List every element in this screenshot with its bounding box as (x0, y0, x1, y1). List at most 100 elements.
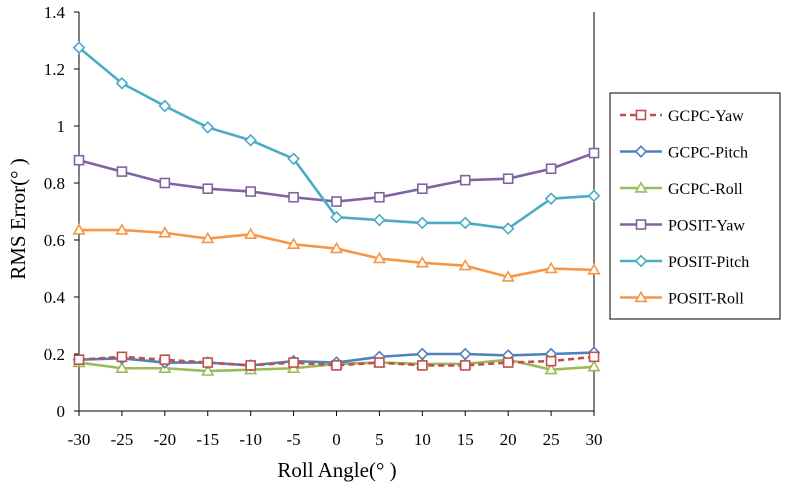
data-point-posit-roll (458, 258, 472, 271)
data-point-gcpc-roll (587, 360, 601, 372)
y-axis-label: RMS Error(° ) (6, 158, 30, 280)
legend-item-posit-pitch: POSIT-Pitch (620, 254, 749, 271)
data-point-gcpc-yaw (417, 360, 428, 371)
data-point-gcpc-yaw (245, 360, 256, 371)
data-point-gcpc-yaw (202, 357, 214, 368)
data-point-posit-roll (372, 251, 386, 264)
series-posit-pitch (72, 41, 601, 235)
data-point-posit-roll (329, 241, 344, 254)
data-point-gcpc-roll (115, 361, 129, 373)
y-tick-label: 0.8 (44, 174, 65, 193)
data-point-posit-yaw (374, 191, 385, 203)
data-point-posit-pitch (501, 222, 515, 235)
x-tick-label: 10 (414, 430, 431, 449)
x-tick-label: -30 (68, 430, 91, 449)
legend-label: POSIT-Pitch (668, 254, 749, 271)
legend-item-gcpc-yaw: GCPC-Yaw (620, 108, 744, 125)
data-point-posit-yaw (588, 147, 600, 159)
data-point-posit-yaw (116, 166, 128, 177)
legend-label: GCPC-Pitch (668, 145, 748, 162)
y-tick-label: 1 (57, 117, 66, 136)
series-gcpc-yaw (73, 351, 600, 371)
legend-item-posit-roll: POSIT-Roll (620, 291, 744, 308)
data-point-posit-pitch (244, 133, 257, 147)
legend-swatch-marker (635, 109, 647, 121)
legend-label: GCPC-Yaw (668, 108, 744, 125)
data-point-posit-pitch (330, 210, 343, 224)
data-point-gcpc-pitch (458, 347, 472, 361)
data-point-posit-yaw (331, 196, 342, 207)
data-point-posit-roll (244, 227, 258, 239)
legend-label: POSIT-Roll (668, 291, 744, 308)
data-point-posit-pitch (373, 213, 386, 227)
x-tick-label: 5 (375, 430, 384, 449)
data-point-gcpc-yaw (116, 351, 128, 363)
data-point-posit-roll (544, 261, 558, 274)
data-point-posit-pitch (587, 189, 601, 203)
x-tick-label: -5 (286, 430, 300, 449)
data-point-gcpc-yaw (331, 360, 342, 371)
x-tick-label: -15 (196, 430, 219, 449)
data-point-posit-pitch (158, 99, 172, 113)
data-point-gcpc-yaw (502, 357, 514, 368)
data-point-posit-yaw (202, 183, 214, 194)
data-point-gcpc-roll (544, 362, 558, 375)
x-tick-label: -10 (239, 430, 262, 449)
data-point-posit-pitch (416, 216, 429, 230)
data-point-gcpc-yaw (159, 354, 171, 366)
legend-label: POSIT-Yaw (668, 218, 745, 235)
x-axis-label: Roll Angle(° ) (277, 458, 396, 482)
data-point-gcpc-roll (201, 364, 215, 376)
legend-label: GCPC-Roll (668, 181, 743, 198)
x-tick-label: 15 (457, 430, 474, 449)
series-line-posit-roll (79, 228, 595, 279)
y-tick-label: 1.4 (44, 3, 66, 22)
y-tick-label: 0.4 (44, 288, 66, 307)
data-point-gcpc-yaw (459, 360, 471, 371)
legend-swatch-marker (634, 254, 648, 268)
legend-swatch-marker (634, 181, 648, 193)
series-posit-yaw (73, 147, 600, 207)
data-point-posit-roll (287, 237, 301, 249)
data-point-gcpc-pitch (416, 347, 429, 361)
x-tick-label: 20 (500, 430, 517, 449)
x-tick-label: 30 (586, 430, 603, 449)
data-point-posit-pitch (287, 152, 300, 166)
y-tick-label: 0.2 (44, 345, 65, 364)
data-point-posit-yaw (288, 191, 299, 203)
data-point-gcpc-yaw (288, 357, 299, 368)
x-tick-label: 25 (543, 430, 560, 449)
legend-item-posit-yaw: POSIT-Yaw (620, 218, 745, 235)
data-point-posit-yaw (545, 163, 557, 175)
data-point-posit-pitch (458, 216, 472, 230)
data-point-posit-yaw (502, 173, 514, 185)
data-point-posit-roll (115, 223, 129, 235)
series-posit-roll (72, 223, 601, 282)
data-point-posit-yaw (159, 177, 171, 189)
data-point-posit-roll (158, 226, 172, 238)
legend-swatch-marker (634, 145, 648, 158)
data-point-posit-pitch (201, 121, 215, 134)
legend-item-gcpc-roll: GCPC-Roll (620, 181, 743, 198)
data-point-posit-yaw (459, 174, 471, 186)
data-point-gcpc-yaw (588, 351, 600, 363)
data-point-posit-pitch (115, 76, 129, 90)
x-tick-label: -25 (111, 430, 134, 449)
legend-swatch-marker (634, 290, 648, 303)
y-tick-label: 1.2 (44, 60, 65, 79)
data-point-gcpc-yaw (73, 354, 85, 366)
data-point-posit-pitch (544, 192, 558, 206)
x-tick-label: -20 (153, 430, 176, 449)
legend-box (609, 92, 781, 320)
legend-swatch-marker (635, 219, 647, 230)
data-point-posit-roll (415, 255, 429, 268)
y-tick-label: 0 (57, 402, 66, 421)
data-point-posit-yaw (73, 154, 85, 166)
y-tick-label: 0.6 (44, 231, 65, 250)
data-point-posit-roll (201, 231, 215, 244)
data-point-posit-roll (501, 270, 515, 282)
data-point-posit-yaw (417, 183, 428, 194)
legend-item-gcpc-pitch: GCPC-Pitch (620, 145, 748, 162)
data-point-posit-yaw (245, 186, 256, 197)
